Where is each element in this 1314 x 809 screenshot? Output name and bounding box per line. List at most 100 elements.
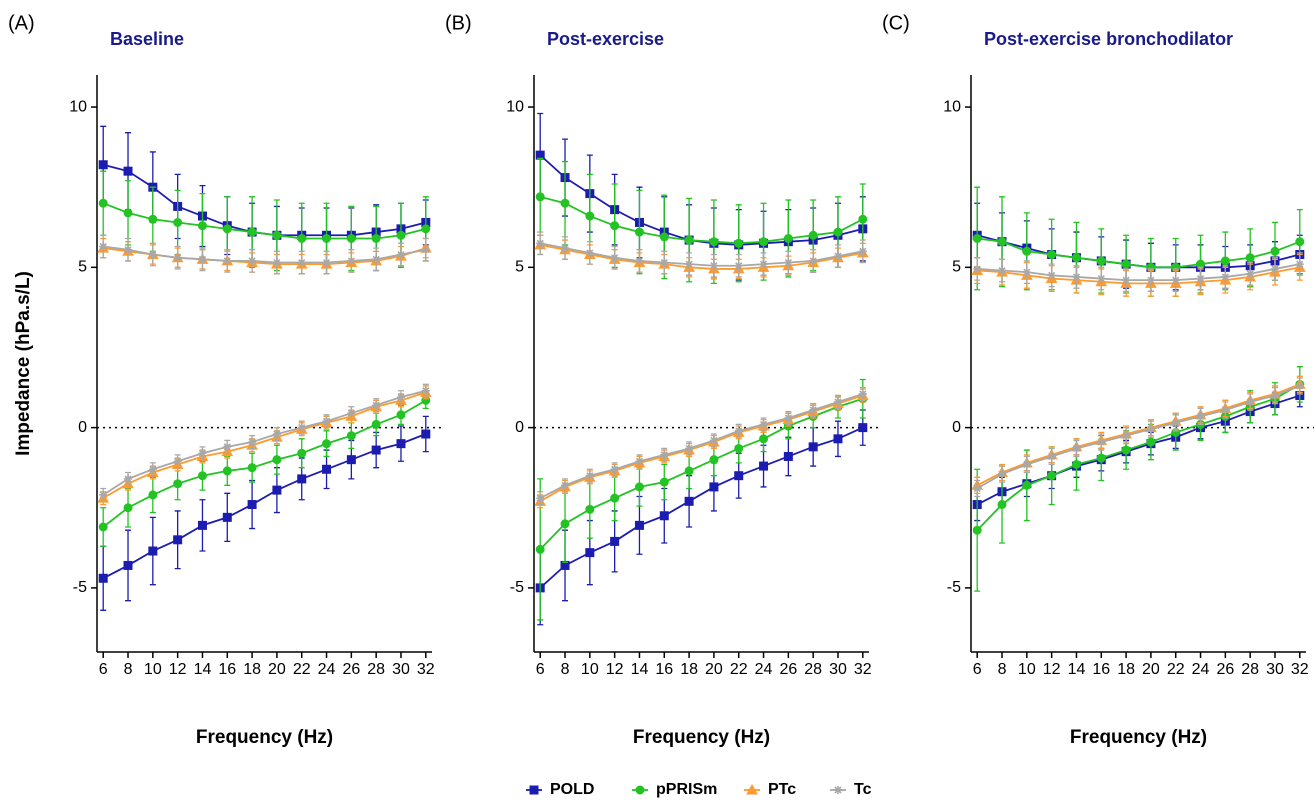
x-tick-label: 12 [1043, 661, 1061, 678]
data-point [1221, 272, 1230, 281]
data-point [858, 423, 868, 433]
x-tick-label: 20 [1142, 661, 1160, 678]
x-tick-label: 10 [144, 661, 162, 678]
data-point [998, 470, 1007, 479]
data-point [396, 250, 405, 259]
data-point [535, 192, 545, 202]
y-tick-label: 10 [943, 98, 961, 115]
legend-marker [529, 785, 539, 795]
x-tick-label: 6 [536, 661, 545, 678]
x-tick-label: 16 [1092, 661, 1110, 678]
data-point [197, 471, 207, 481]
data-point [1121, 445, 1131, 455]
data-point [973, 264, 982, 273]
x-tick-label: 32 [1291, 661, 1309, 678]
panel-label: (B) [445, 12, 472, 34]
data-point [783, 451, 793, 461]
legend-label: PTc [768, 781, 796, 798]
data-point [1270, 391, 1279, 400]
data-point [148, 490, 158, 500]
data-point [1245, 253, 1255, 263]
data-point [346, 455, 356, 465]
data-point [248, 256, 257, 265]
data-point [123, 503, 133, 513]
data-point [123, 208, 133, 218]
data-point [1022, 268, 1031, 277]
data-point [1022, 246, 1032, 256]
x-tick-label: 16 [655, 661, 673, 678]
y-tick-label: -5 [510, 579, 524, 596]
data-line [976, 383, 1301, 487]
x-tick-label: 26 [342, 661, 360, 678]
data-point [1146, 437, 1156, 447]
data-point [759, 237, 769, 247]
data-point [1047, 471, 1057, 481]
data-point [247, 463, 257, 473]
data-point [685, 444, 694, 453]
data-point [371, 445, 381, 455]
data-point [98, 573, 108, 583]
data-point [372, 255, 381, 264]
x-tick-label: 18 [1117, 661, 1135, 678]
data-point [1270, 264, 1279, 273]
data-point [808, 230, 818, 240]
data-point [247, 227, 257, 237]
data-point [222, 224, 232, 234]
chart-title: Baseline [110, 29, 184, 49]
data-point [783, 233, 793, 243]
data-point [634, 227, 644, 237]
data-point [1121, 259, 1131, 269]
data-point [585, 504, 595, 514]
y-tick-label: -5 [73, 579, 87, 596]
x-tick-label: 12 [606, 661, 624, 678]
y-tick-label: 5 [515, 259, 524, 276]
data-line [540, 242, 863, 267]
data-point [396, 439, 406, 449]
data-point [585, 211, 595, 221]
data-line [540, 244, 863, 270]
data-line [102, 433, 427, 580]
data-point [809, 405, 818, 414]
data-point [99, 242, 108, 251]
data-point [346, 233, 356, 243]
data-point [1122, 276, 1131, 285]
data-point [709, 455, 719, 465]
data-point [734, 443, 744, 453]
x-axis-label: Frequency (Hz) [1070, 727, 1207, 748]
data-point [1295, 260, 1304, 269]
data-point [561, 244, 570, 253]
data-point [173, 479, 183, 489]
data-point [997, 237, 1007, 247]
data-point [197, 221, 207, 231]
data-point [371, 419, 381, 429]
data-point [734, 471, 744, 481]
data-point [759, 434, 769, 444]
data-line [977, 266, 1300, 285]
x-tick-label: 6 [99, 661, 108, 678]
data-point [421, 245, 430, 254]
x-tick-label: 22 [1167, 661, 1185, 678]
data-point [1246, 269, 1255, 278]
data-point [973, 484, 982, 493]
data-point [1097, 274, 1106, 283]
data-point [123, 166, 133, 176]
data-point [759, 260, 768, 269]
x-tick-label: 8 [998, 661, 1007, 678]
data-point [809, 256, 818, 265]
x-tick-label: 10 [1018, 661, 1036, 678]
data-line [102, 389, 427, 496]
data-point [148, 250, 157, 259]
data-point [1295, 381, 1304, 390]
data-point [1071, 253, 1081, 263]
data-point [372, 401, 381, 410]
data-point [197, 520, 207, 530]
data-point [660, 450, 669, 459]
data-point [709, 261, 718, 270]
data-point [272, 258, 281, 267]
data-line [977, 263, 1300, 282]
x-tick-label: 10 [581, 661, 599, 678]
data-point [198, 255, 207, 264]
data-point [610, 493, 620, 503]
data-point [396, 393, 405, 402]
data-point [659, 477, 669, 487]
